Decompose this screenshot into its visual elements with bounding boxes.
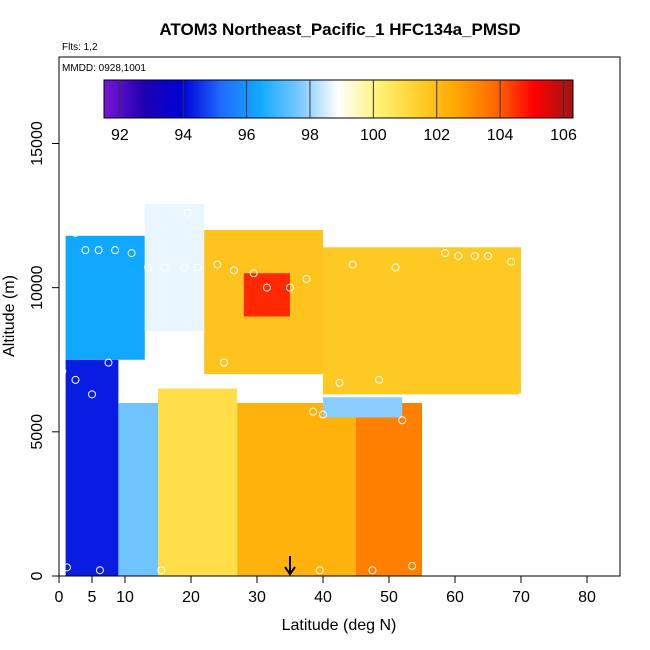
colorbar-tick-label: 106 (550, 127, 577, 144)
sample-point (167, 358, 176, 367)
x-tick-label: 0 (55, 589, 64, 606)
sample-point (95, 566, 104, 575)
sample-point (183, 208, 192, 217)
sample-point (147, 384, 156, 393)
heatmap-cell (65, 359, 119, 576)
sample-point (368, 566, 377, 575)
sample-point (249, 214, 258, 223)
heatmap-cell (65, 235, 145, 360)
y-tick-label: 5000 (29, 414, 46, 450)
y-tick-label: 15000 (29, 121, 46, 166)
sample-point (229, 205, 238, 214)
sample-point (319, 410, 327, 419)
colorbar-tick-label: 98 (301, 127, 319, 144)
plot-frame (58, 56, 621, 577)
sample-point (421, 396, 430, 405)
x-tick-label: 60 (446, 589, 464, 606)
sample-point (229, 266, 238, 275)
sample-point (127, 249, 136, 258)
colorbar-tick-label: 96 (238, 127, 256, 144)
x-axis: 0 5 10 20 30 40 50 60 70 80 (55, 576, 596, 606)
sample-point (104, 358, 113, 367)
colorbar-gradient (103, 79, 574, 119)
sample-point (391, 263, 400, 272)
x-axis-label: Latitude (deg N) (282, 617, 397, 634)
sample-point (517, 393, 525, 402)
sample-point (309, 407, 318, 416)
sample-point (249, 269, 258, 278)
x-tick-label: 5 (88, 589, 97, 606)
x-tick-label: 40 (314, 589, 332, 606)
heatmap-cell (323, 397, 403, 418)
colorbar-tick-label: 100 (360, 127, 387, 144)
sample-point (71, 228, 80, 237)
x-tick-label: 30 (248, 589, 266, 606)
sample-point (286, 283, 294, 292)
sample-point (88, 390, 96, 399)
sample-points-layer (59, 205, 525, 575)
y-axis-label: Altitude (m) (1, 275, 18, 357)
chart-title: ATOM3 Northeast_Pacific_1 HFC134a_PMSD (159, 20, 520, 39)
colorbar-tick-label: 94 (174, 127, 192, 144)
heatmap-cell (118, 403, 165, 576)
sample-point (302, 275, 311, 284)
sample-point (484, 251, 492, 260)
x-tick-label: 50 (380, 589, 398, 606)
y-axis: 0 5000 10000 15000 (29, 121, 59, 580)
colorbar-tick-label: 102 (423, 127, 450, 144)
sample-point (408, 561, 417, 570)
sample-point (375, 375, 384, 384)
sample-point (193, 263, 202, 272)
sample-point (94, 246, 103, 255)
heatmap-cell (356, 403, 422, 576)
heatmap-layer (65, 204, 521, 576)
sample-point (71, 375, 80, 384)
sample-point (441, 249, 450, 258)
sample-point (348, 260, 357, 269)
sample-point (262, 283, 271, 292)
colorbar-ticks: 92 94 96 98 100 102 104 106 (111, 80, 577, 144)
sample-point (507, 257, 516, 266)
colorbar-tick-label: 92 (111, 127, 129, 144)
x-tick-label: 20 (182, 589, 200, 606)
sample-point (454, 251, 463, 260)
sample-point (213, 260, 222, 269)
sample-point (470, 251, 479, 260)
sample-point (335, 378, 344, 387)
heatmap-cell (243, 273, 290, 317)
sample-point (180, 263, 189, 272)
y-tick-label: 0 (29, 571, 46, 580)
sample-point (81, 246, 90, 255)
heatmap-cell (323, 247, 521, 395)
flights-annotation: Flts: 1,2 (62, 42, 98, 53)
sample-point (111, 246, 120, 255)
x-tick-label: 80 (578, 589, 596, 606)
colorbar-tick-label: 104 (487, 127, 514, 144)
heatmap-cell (144, 204, 205, 331)
sample-point (59, 367, 67, 376)
sample-point (144, 263, 153, 272)
heatmap-cell (237, 403, 356, 576)
arrow-down-icon (284, 566, 296, 576)
sample-point (157, 566, 166, 575)
dates-annotation: MMDD: 0928,1001 (62, 63, 146, 74)
heatmap-cell (158, 388, 238, 576)
sample-point (315, 566, 324, 575)
x-tick-label: 70 (512, 589, 530, 606)
colorbar: 92 94 96 98 100 102 104 106 (103, 79, 577, 144)
sample-point (398, 416, 407, 425)
sample-point (220, 358, 228, 367)
y-tick-label: 10000 (29, 265, 46, 310)
x-tick-label: 10 (116, 589, 134, 606)
sample-point (62, 563, 71, 572)
latitude-marker (284, 556, 296, 576)
sample-point (160, 263, 169, 272)
